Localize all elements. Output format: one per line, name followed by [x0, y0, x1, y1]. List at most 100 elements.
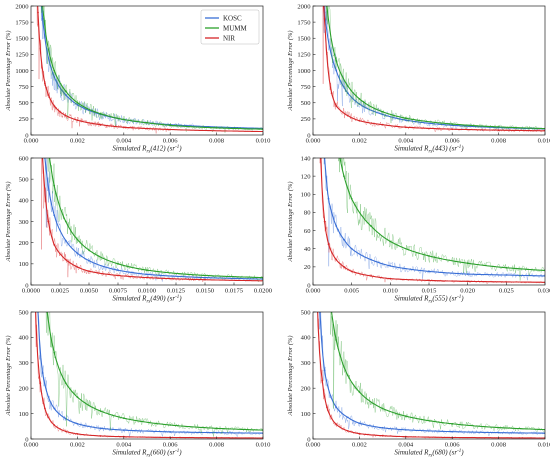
chart-panel-680: 0.000 0.002 0.004 0.006 0.008 0.010 0 100 200 300… — [287, 309, 550, 458]
series-noise-trace — [323, 6, 545, 132]
data-point — [88, 270, 90, 273]
data-point — [53, 184, 56, 187]
data-point — [76, 119, 79, 122]
data-point — [204, 278, 206, 281]
series-kosc — [323, 158, 545, 281]
x-tick-label: 0.000 — [24, 138, 40, 145]
x-tick-label: 0.000 — [306, 138, 322, 145]
data-point — [41, 372, 44, 374]
x-axis-label: Simulated Rrs(660) (sr-1) — [112, 449, 182, 458]
y-tick-label: 2000 — [15, 3, 29, 10]
y-tick-label: 500 — [301, 309, 312, 316]
series-nir — [41, 158, 263, 283]
y-tick-label: 750 — [19, 84, 30, 91]
y-tick-label: 40 — [304, 246, 311, 253]
x-tick-label: 0.002 — [70, 138, 85, 145]
y-tick-label: 1000 — [297, 68, 311, 75]
data-point — [99, 112, 102, 115]
data-point — [146, 121, 148, 124]
y-tick-label: 1750 — [15, 19, 29, 26]
x-tick-label: 0.030 — [538, 288, 550, 295]
y-tick-label: 1000 — [15, 68, 29, 75]
data-point — [117, 269, 119, 272]
data-point — [323, 18, 326, 20]
y-axis-label: Absolute Percentage Error (%) — [5, 182, 12, 263]
series-noise-trace — [45, 312, 263, 437]
data-point — [76, 433, 79, 435]
x-tick-label: 0.004 — [398, 442, 414, 449]
series-kosc — [323, 6, 545, 132]
data-point — [169, 124, 172, 127]
y-tick-label: 120 — [301, 173, 312, 180]
x-tick-label: 0.004 — [398, 138, 414, 145]
y-tick-label: 80 — [304, 210, 311, 217]
x-tick-label: 0.000 — [24, 442, 40, 449]
series-nir — [319, 158, 545, 285]
series-noise-trace — [317, 312, 545, 439]
series-mumm — [338, 158, 545, 281]
series-fit-line — [326, 6, 545, 130]
y-tick-label: 0 — [25, 282, 29, 289]
data-point — [389, 240, 392, 243]
x-tick-label: 0.000 — [306, 288, 322, 295]
data-point — [346, 430, 349, 432]
data-point — [44, 407, 46, 410]
series-mumm — [47, 158, 263, 283]
series-noise-trace — [319, 312, 545, 436]
series-fit-line — [46, 312, 263, 431]
y-tick-label: 2000 — [297, 3, 311, 10]
data-point — [146, 127, 148, 130]
y-tick-label: 250 — [301, 116, 312, 123]
y-tick-label: 100 — [19, 261, 30, 268]
plot-area — [41, 158, 263, 283]
x-axis-label: Simulated Rrs(680) (sr-1) — [394, 449, 464, 458]
y-tick-label: 140 — [301, 155, 312, 162]
data-point — [122, 126, 125, 129]
y-tick-label: 500 — [19, 176, 30, 183]
x-tick-label: 0.006 — [163, 138, 179, 145]
series-fit-line — [319, 312, 545, 434]
data-point — [64, 220, 67, 223]
data-point — [451, 430, 454, 433]
series-noise-trace — [36, 6, 171, 134]
plot-area — [34, 312, 263, 439]
data-point — [497, 126, 500, 128]
data-point — [404, 429, 407, 431]
y-axis-label: Absolute Percentage Error (%) — [287, 182, 294, 263]
y-axis-label: Absolute Percentage Error (%) — [287, 31, 294, 112]
data-point — [321, 379, 324, 382]
x-tick-label: 0.005 — [344, 288, 360, 295]
data-point — [146, 269, 148, 272]
series-noise-trace — [41, 158, 206, 283]
y-tick-label: 1250 — [297, 52, 311, 59]
data-point — [451, 422, 454, 425]
data-point — [99, 435, 102, 437]
data-point — [343, 266, 345, 268]
data-point — [381, 426, 384, 429]
data-point — [358, 432, 361, 435]
y-tick-label: 500 — [19, 100, 30, 107]
data-point — [346, 416, 349, 419]
series-fit-line — [323, 6, 545, 130]
x-tick-label: 0.0075 — [109, 288, 128, 295]
series-noise-trace — [37, 312, 263, 438]
data-point — [350, 247, 353, 250]
axes-frame — [312, 157, 546, 286]
data-point — [466, 262, 469, 265]
y-tick-label: 200 — [301, 386, 312, 393]
data-point — [370, 225, 372, 227]
x-tick-label: 0.015 — [422, 288, 438, 295]
x-tick-label: 0.002 — [352, 138, 367, 145]
data-point — [215, 127, 218, 129]
legend-label: MUMM — [223, 24, 248, 32]
x-axis-label: Simulated Rrs(490) (sr-1) — [112, 295, 182, 305]
y-tick-label: 600 — [19, 155, 30, 162]
x-tick-label: 0.004 — [116, 442, 132, 449]
y-tick-label: 300 — [301, 360, 312, 367]
x-tick-label: 0.0050 — [80, 288, 99, 295]
x-tick-label: 0.006 — [163, 442, 179, 449]
data-point — [428, 279, 430, 282]
series-fit-line — [317, 312, 545, 439]
data-point — [99, 427, 102, 430]
